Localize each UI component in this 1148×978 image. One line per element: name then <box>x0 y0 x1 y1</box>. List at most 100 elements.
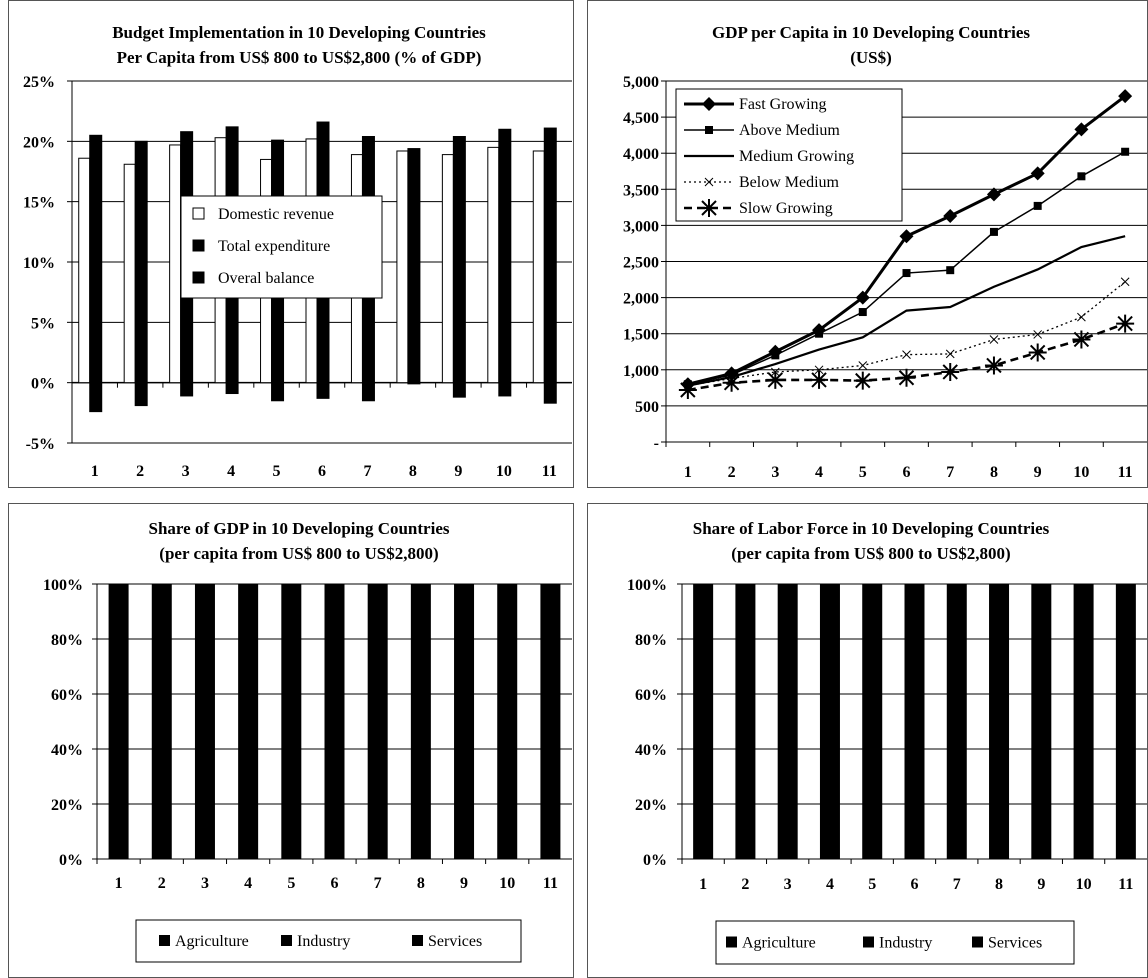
stacked-bar <box>281 584 301 859</box>
y-tick-label: 25% <box>23 74 55 91</box>
star-marker <box>723 374 741 392</box>
x-tick-label: 8 <box>409 463 417 480</box>
x-tick-label: 3 <box>201 875 209 892</box>
x-tick-label: 8 <box>990 464 998 481</box>
star-marker <box>810 371 828 389</box>
stacked-bar <box>947 584 967 859</box>
x-tick-label: 11 <box>542 463 557 480</box>
y-tick-label: 40% <box>635 742 667 759</box>
x-tick-label: 11 <box>1118 876 1133 893</box>
x-tick-label: 2 <box>136 463 144 480</box>
star-marker <box>898 369 916 387</box>
y-tick-label: 100% <box>627 577 667 594</box>
legend: Agriculture Industry Services <box>136 920 521 962</box>
y-tick-label: 0% <box>31 376 55 393</box>
legend-label: Fast Growing <box>739 96 827 113</box>
diamond-marker <box>943 209 957 223</box>
square-marker <box>771 351 779 359</box>
stacked-bar <box>540 584 560 859</box>
y-tick-label: -5% <box>26 436 55 453</box>
x-tick-label: 4 <box>826 876 834 893</box>
legend-label: Agriculture <box>175 933 249 950</box>
star-marker <box>679 381 697 399</box>
bar-overal-balance <box>408 383 420 384</box>
stacked-bar <box>1116 584 1136 859</box>
stacked-bar <box>152 584 172 859</box>
x-tick-label: 7 <box>946 464 954 481</box>
stacked-bar <box>1074 584 1094 859</box>
gdp-per-capita-chart-panel: GDP per Capita in 10 Developing Countrie… <box>587 0 1148 488</box>
x-marker <box>946 350 954 358</box>
series-slow-growing <box>679 315 1134 399</box>
star-marker <box>941 363 959 381</box>
legend-label: Overal balance <box>218 270 314 287</box>
y-tick-label: 80% <box>635 632 667 649</box>
gdp-share-chart: Share of GDP in 10 Developing Countries (… <box>9 504 573 977</box>
chart-title: GDP per Capita in 10 Developing Countrie… <box>712 23 1030 42</box>
stacked-bar <box>778 584 798 859</box>
square-marker <box>1121 148 1129 156</box>
y-tick-label: 3,000 <box>623 218 659 235</box>
legend-swatch <box>193 240 204 251</box>
square-marker <box>946 266 954 274</box>
bar-total-expenditure <box>453 137 465 383</box>
x-tick-label: 10 <box>1073 464 1089 481</box>
x-tick-label: 3 <box>182 463 190 480</box>
y-tick-label: 500 <box>635 399 659 416</box>
x-tick-label: 3 <box>784 876 792 893</box>
labor-share-chart-panel: Share of Labor Force in 10 Developing Co… <box>587 503 1148 978</box>
legend-label: Above Medium <box>739 122 840 139</box>
stacked-bar <box>693 584 713 859</box>
chart-title: Share of Labor Force in 10 Developing Co… <box>693 519 1050 538</box>
y-tick-label: 3,500 <box>623 182 659 199</box>
bar-overal-balance <box>135 383 147 406</box>
gdp-per-capita-chart: GDP per Capita in 10 Developing Countrie… <box>588 1 1147 487</box>
stacked-bar <box>1031 584 1051 859</box>
x-tick-label: 10 <box>499 875 515 892</box>
legend-label: Total expenditure <box>218 238 330 255</box>
x-tick-label: 6 <box>331 875 339 892</box>
star-marker <box>985 356 1003 374</box>
bar-overal-balance <box>272 383 284 401</box>
legend-swatch <box>863 937 874 948</box>
legend-label: Medium Growing <box>739 148 854 165</box>
bar-domestic-revenue <box>442 155 453 383</box>
bar-total-expenditure <box>135 141 147 382</box>
x-tick-label: 1 <box>115 875 123 892</box>
y-tick-label: 1,500 <box>623 327 659 344</box>
y-tick-label: 20% <box>635 797 667 814</box>
stacked-bar <box>820 584 840 859</box>
stacked-bar <box>411 584 431 859</box>
y-tick-label: 5% <box>31 315 55 332</box>
star-marker <box>766 371 784 389</box>
stacked-bar <box>325 584 345 859</box>
stacked-bar <box>195 584 215 859</box>
square-marker <box>990 228 998 236</box>
x-marker <box>903 351 911 359</box>
x-tick-label: 4 <box>244 875 252 892</box>
bar-overal-balance <box>226 383 238 394</box>
bar-overal-balance <box>317 383 329 399</box>
bar-overal-balance <box>90 383 102 412</box>
chart-title: Share of GDP in 10 Developing Countries <box>149 519 450 538</box>
legend: Fast GrowingAbove MediumMedium GrowingBe… <box>676 89 902 221</box>
x-tick-label: 3 <box>771 464 779 481</box>
square-marker <box>903 269 911 277</box>
star-marker <box>854 372 872 390</box>
bar-domestic-revenue <box>124 164 135 382</box>
gdp-share-chart-panel: Share of GDP in 10 Developing Countries (… <box>8 503 574 978</box>
y-tick-label: 20% <box>23 134 55 151</box>
y-tick-label: 4,000 <box>623 146 659 163</box>
chart-subtitle: (per capita from US$ 800 to US$2,800) <box>159 544 438 563</box>
stacked-bar <box>368 584 388 859</box>
legend: Agriculture Industry Services <box>716 921 1074 964</box>
square-marker <box>859 308 867 316</box>
x-tick-label: 5 <box>287 875 295 892</box>
x-tick-label: 1 <box>699 876 707 893</box>
bar-overal-balance <box>181 383 193 396</box>
x-tick-label: 11 <box>1118 464 1133 481</box>
x-tick-label: 1 <box>91 463 99 480</box>
y-tick-label: 40% <box>51 742 83 759</box>
x-tick-label: 7 <box>953 876 961 893</box>
x-tick-label: 7 <box>374 875 382 892</box>
